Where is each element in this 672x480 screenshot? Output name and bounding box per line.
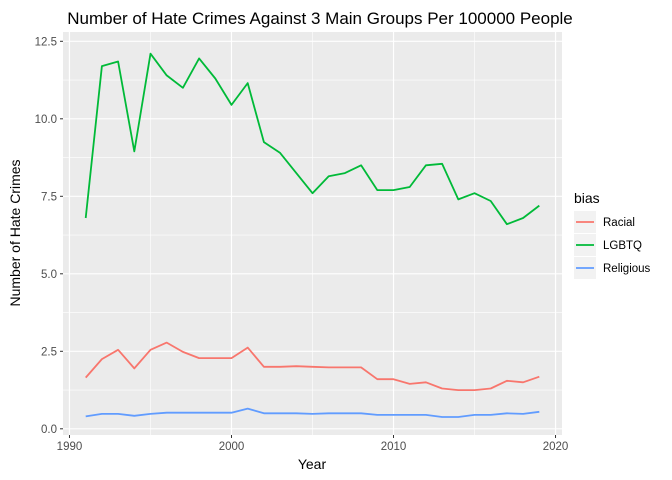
y-tick-label: 5.0 — [41, 269, 57, 281]
y-tick-label: 2.5 — [41, 346, 57, 358]
x-tick-label: 2020 — [543, 441, 569, 453]
y-axis: 0.0 2.5 5.0 7.5 10.0 12.5 — [35, 36, 63, 436]
series-line-racial — [85, 341, 540, 392]
series-line-lgbtq — [84, 52, 540, 226]
chart-title: Number of Hate Crimes Against 3 Main Gro… — [67, 9, 573, 28]
legend-title: bias — [574, 190, 600, 206]
series-group — [84, 52, 540, 418]
legend-label: Religious — [603, 263, 651, 275]
y-tick-label: 10.0 — [35, 114, 57, 126]
x-tick-label: 1990 — [57, 441, 83, 453]
x-tick-label: 2000 — [219, 441, 245, 453]
y-tick-label: 7.5 — [41, 191, 57, 203]
y-axis-title: Number of Hate Crimes — [7, 159, 23, 306]
series-line-religious — [85, 407, 540, 418]
y-tick-label: 0.0 — [41, 424, 57, 436]
y-tick-label: 12.5 — [35, 36, 57, 48]
x-tick-label: 2010 — [381, 441, 407, 453]
x-axis-title: Year — [298, 456, 327, 472]
legend-label: LGBTQ — [603, 240, 642, 252]
x-axis: 1990 2000 2010 2020 — [57, 435, 569, 453]
legend: bias Racial LGBTQ Religious — [574, 190, 651, 279]
grid — [63, 32, 562, 435]
legend-label: Racial — [603, 217, 635, 229]
